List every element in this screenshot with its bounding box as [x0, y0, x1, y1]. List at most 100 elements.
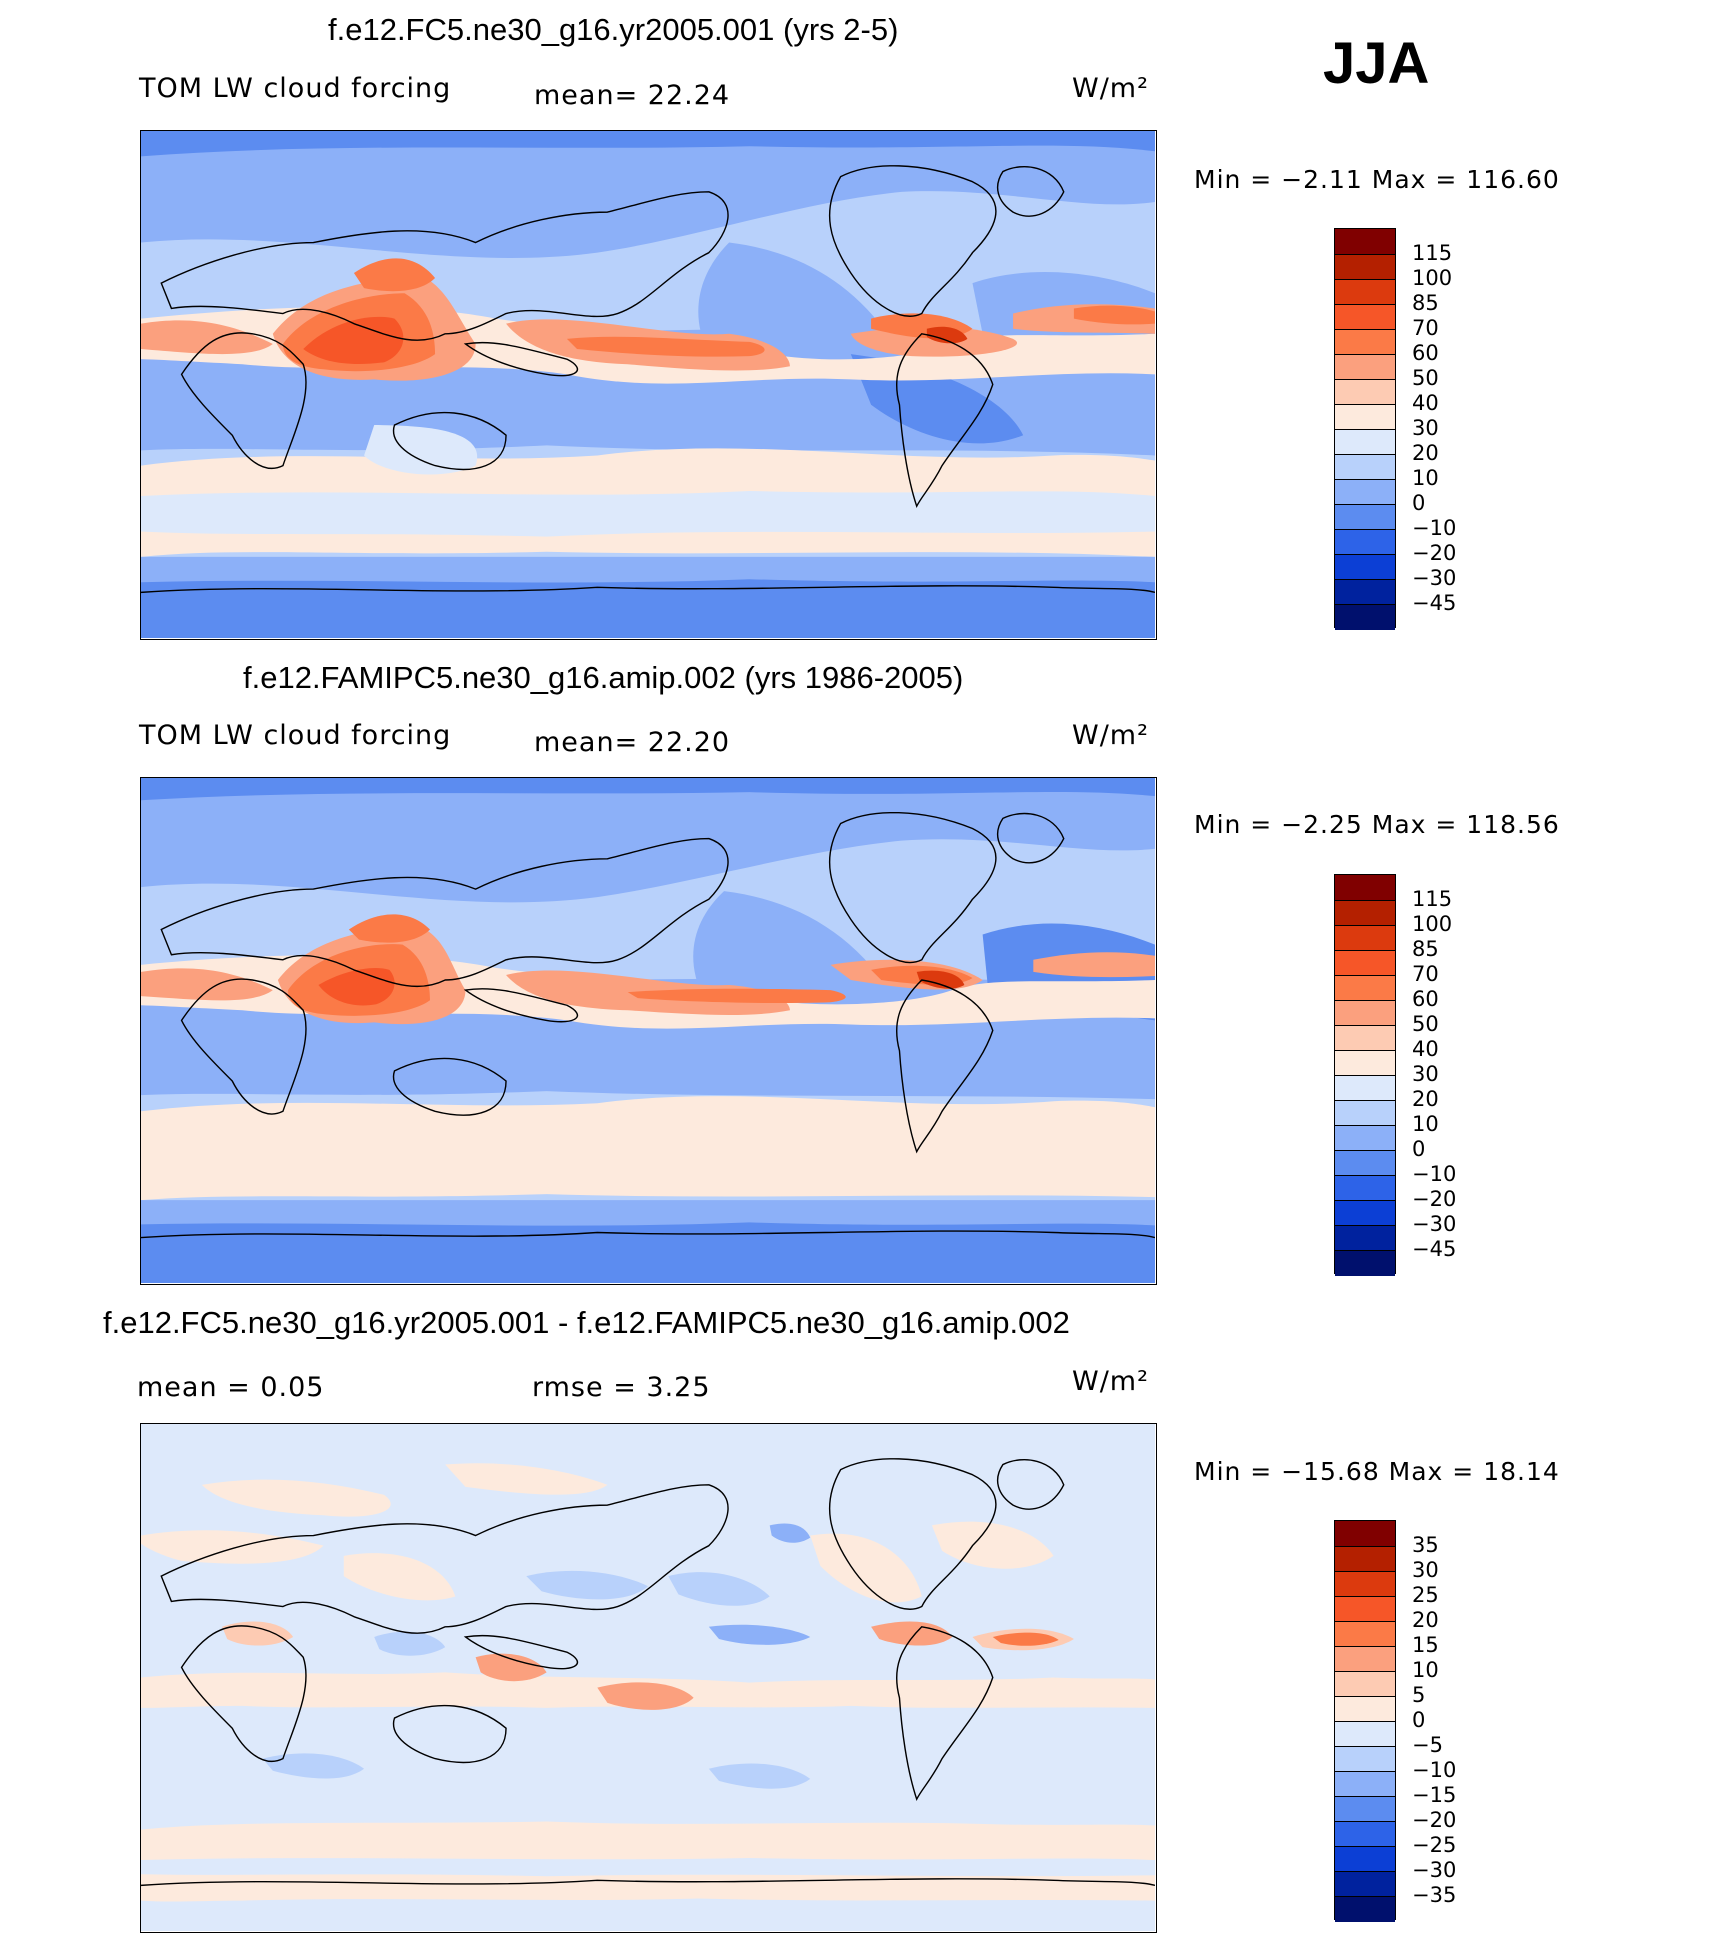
panel-2-variable-label: TOM LW cloud forcing: [139, 720, 452, 751]
panel-1-units-label: W/m²: [1072, 73, 1149, 104]
colorbar-segment: [1335, 1175, 1395, 1201]
panel-1-variable-label: TOM LW cloud forcing: [139, 73, 452, 104]
colorbar-tick-label: −30: [1412, 1212, 1457, 1236]
panel-3-units-label: W/m²: [1072, 1366, 1149, 1397]
colorbar-tick-label: 30: [1412, 1062, 1439, 1086]
colorbar-tick-label: −10: [1412, 1758, 1457, 1782]
colorbar-segment: [1335, 1671, 1395, 1697]
colorbar-segment: [1335, 1646, 1395, 1672]
colorbar-tick-label: 50: [1412, 366, 1439, 390]
colorbar-segment: [1335, 229, 1395, 254]
colorbar-segment: [1335, 900, 1395, 926]
colorbar-segment: [1335, 975, 1395, 1001]
panel-3-map: [140, 1423, 1157, 1933]
colorbar-segment: [1335, 1846, 1395, 1872]
season-label: JJA: [1323, 31, 1430, 96]
colorbar-tick-label: −25: [1412, 1833, 1457, 1857]
panel-2-colorbar: 115 100 85 70 60 50 40 30 20 10 0 −10 −20 −30 −45: [1334, 874, 1494, 1276]
colorbar-tick-label: 20: [1412, 1608, 1439, 1632]
colorbar-segment: [1335, 1821, 1395, 1847]
colorbar-segment: [1335, 1546, 1395, 1572]
panel-1-title: f.e12.FC5.ne30_g16.yr2005.001 (yrs 2-5): [328, 12, 899, 47]
colorbar-segment: [1335, 329, 1395, 355]
colorbar-tick-label: 100: [1412, 266, 1453, 290]
colorbar-segment: [1335, 1200, 1395, 1226]
colorbar-tick-label: −20: [1412, 541, 1457, 565]
colorbar-tick-label: −30: [1412, 1858, 1457, 1882]
colorbar-tick-label: 20: [1412, 441, 1439, 465]
panel-1-mean-label: mean= 22.24: [534, 80, 731, 111]
colorbar-segment: [1335, 1796, 1395, 1822]
colorbar-segment: [1335, 1721, 1395, 1747]
colorbar-tick-label: 60: [1412, 341, 1439, 365]
colorbar-segment: [1335, 529, 1395, 555]
colorbar-segment: [1335, 925, 1395, 951]
panel-3-min-max: Min = −15.68 Max = 18.14: [1194, 1457, 1560, 1486]
colorbar-tick-label: 10: [1412, 1112, 1439, 1136]
colorbar-tick-label: 15: [1412, 1633, 1439, 1657]
colorbar-tick-label: 20: [1412, 1087, 1439, 1111]
colorbar-segment: [1335, 279, 1395, 305]
colorbar-tick-label: 115: [1412, 241, 1453, 265]
colorbar-segment: [1335, 254, 1395, 280]
colorbar-tick-label: −5: [1412, 1733, 1443, 1757]
panel-3-rmse-label: rmse = 3.25: [532, 1372, 711, 1403]
panel-1-colorbar: 115 100 85 70 60 50 40 30 20 10 0 −10 −20 −30 −45: [1334, 228, 1494, 630]
colorbar-box: [1334, 1520, 1396, 1922]
panel-1-map: [140, 130, 1157, 640]
colorbar-tick-label: 70: [1412, 316, 1439, 340]
panel-2-title: f.e12.FAMIPC5.ne30_g16.amip.002 (yrs 198…: [243, 660, 964, 695]
panel-1-min-max: Min = −2.11 Max = 116.60: [1194, 165, 1560, 194]
colorbar-segment: [1335, 1746, 1395, 1772]
colorbar-segment: [1335, 1100, 1395, 1126]
colorbar-segment: [1335, 554, 1395, 580]
colorbar-segment: [1335, 1075, 1395, 1101]
colorbar-tick-label: 10: [1412, 466, 1439, 490]
colorbar-segment: [1335, 479, 1395, 505]
colorbar-segment: [1335, 454, 1395, 480]
colorbar-tick-label: 35: [1412, 1533, 1439, 1557]
colorbar-segment: [1335, 579, 1395, 605]
panel-2-min-max: Min = −2.25 Max = 118.56: [1194, 810, 1560, 839]
colorbar-tick-label: 0: [1412, 1708, 1426, 1732]
colorbar-segment: [1335, 875, 1395, 900]
colorbar-segment: [1335, 429, 1395, 455]
colorbar-tick-label: 85: [1412, 291, 1439, 315]
panel-3-colorbar: 35 30 25 20 15 10 5 0 −5 −10 −15 −20 −25 −30 −35: [1334, 1520, 1494, 1922]
panel-3-mean-label: mean = 0.05: [137, 1372, 325, 1403]
colorbar-tick-label: −35: [1412, 1883, 1457, 1907]
colorbar-tick-label: 40: [1412, 391, 1439, 415]
colorbar-segment: [1335, 1571, 1395, 1597]
colorbar-tick-label: −15: [1412, 1783, 1457, 1807]
colorbar-segment: [1335, 1596, 1395, 1622]
colorbar-segment: [1335, 379, 1395, 405]
colorbar-segment: [1335, 1521, 1395, 1546]
colorbar-box: [1334, 874, 1396, 1276]
colorbar-segment: [1335, 1050, 1395, 1076]
colorbar-tick-label: −20: [1412, 1808, 1457, 1832]
colorbar-segment: [1335, 1896, 1395, 1922]
colorbar-segment: [1335, 1250, 1395, 1276]
colorbar-tick-label: −45: [1412, 1237, 1457, 1261]
colorbar-segment: [1335, 1871, 1395, 1897]
colorbar-tick-label: 60: [1412, 987, 1439, 1011]
colorbar-tick-label: −45: [1412, 591, 1457, 615]
colorbar-tick-label: 30: [1412, 416, 1439, 440]
colorbar-segment: [1335, 504, 1395, 530]
colorbar-tick-label: 40: [1412, 1037, 1439, 1061]
colorbar-segment: [1335, 1025, 1395, 1051]
colorbar-tick-label: 0: [1412, 491, 1426, 515]
colorbar-tick-label: 85: [1412, 937, 1439, 961]
panel-2-units-label: W/m²: [1072, 720, 1149, 751]
colorbar-segment: [1335, 354, 1395, 380]
colorbar-segment: [1335, 1225, 1395, 1251]
colorbar-tick-label: −10: [1412, 1162, 1457, 1186]
colorbar-box: [1334, 228, 1396, 630]
colorbar-tick-label: −10: [1412, 516, 1457, 540]
colorbar-tick-label: 50: [1412, 1012, 1439, 1036]
colorbar-segment: [1335, 1696, 1395, 1722]
colorbar-segment: [1335, 950, 1395, 976]
panel-2-map: [140, 777, 1157, 1285]
colorbar-tick-label: 115: [1412, 887, 1453, 911]
colorbar-segment: [1335, 604, 1395, 630]
